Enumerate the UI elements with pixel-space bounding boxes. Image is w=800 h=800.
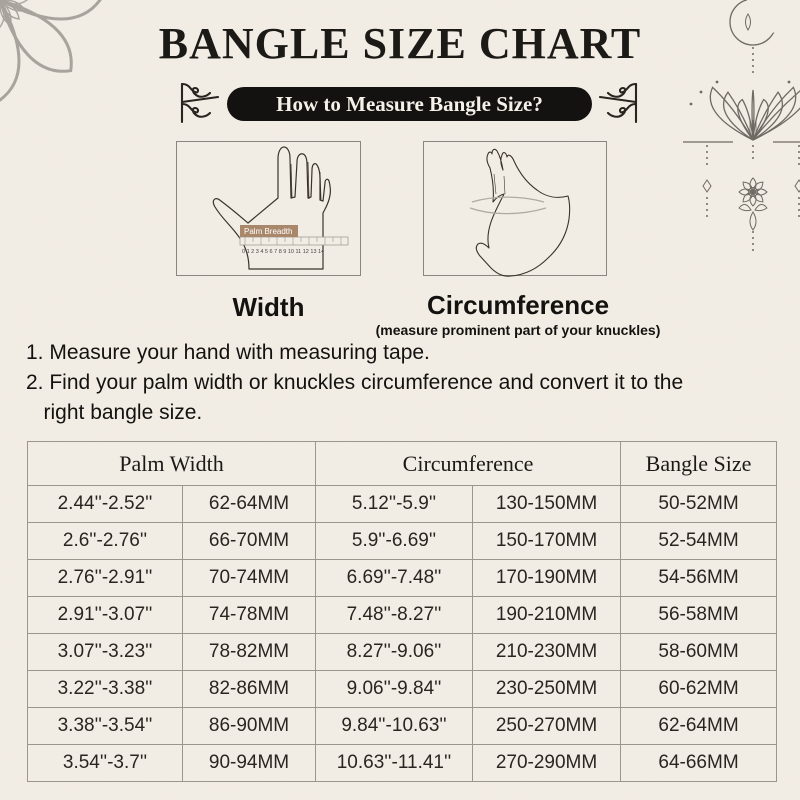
svg-text:Palm Breadth: Palm Breadth	[244, 227, 292, 236]
svg-text:0 1 2 3 4 5 6 7 8 9 10 11 12 1: 0 1 2 3 4 5 6 7 8 9 10 11 12 13 14	[242, 249, 324, 255]
